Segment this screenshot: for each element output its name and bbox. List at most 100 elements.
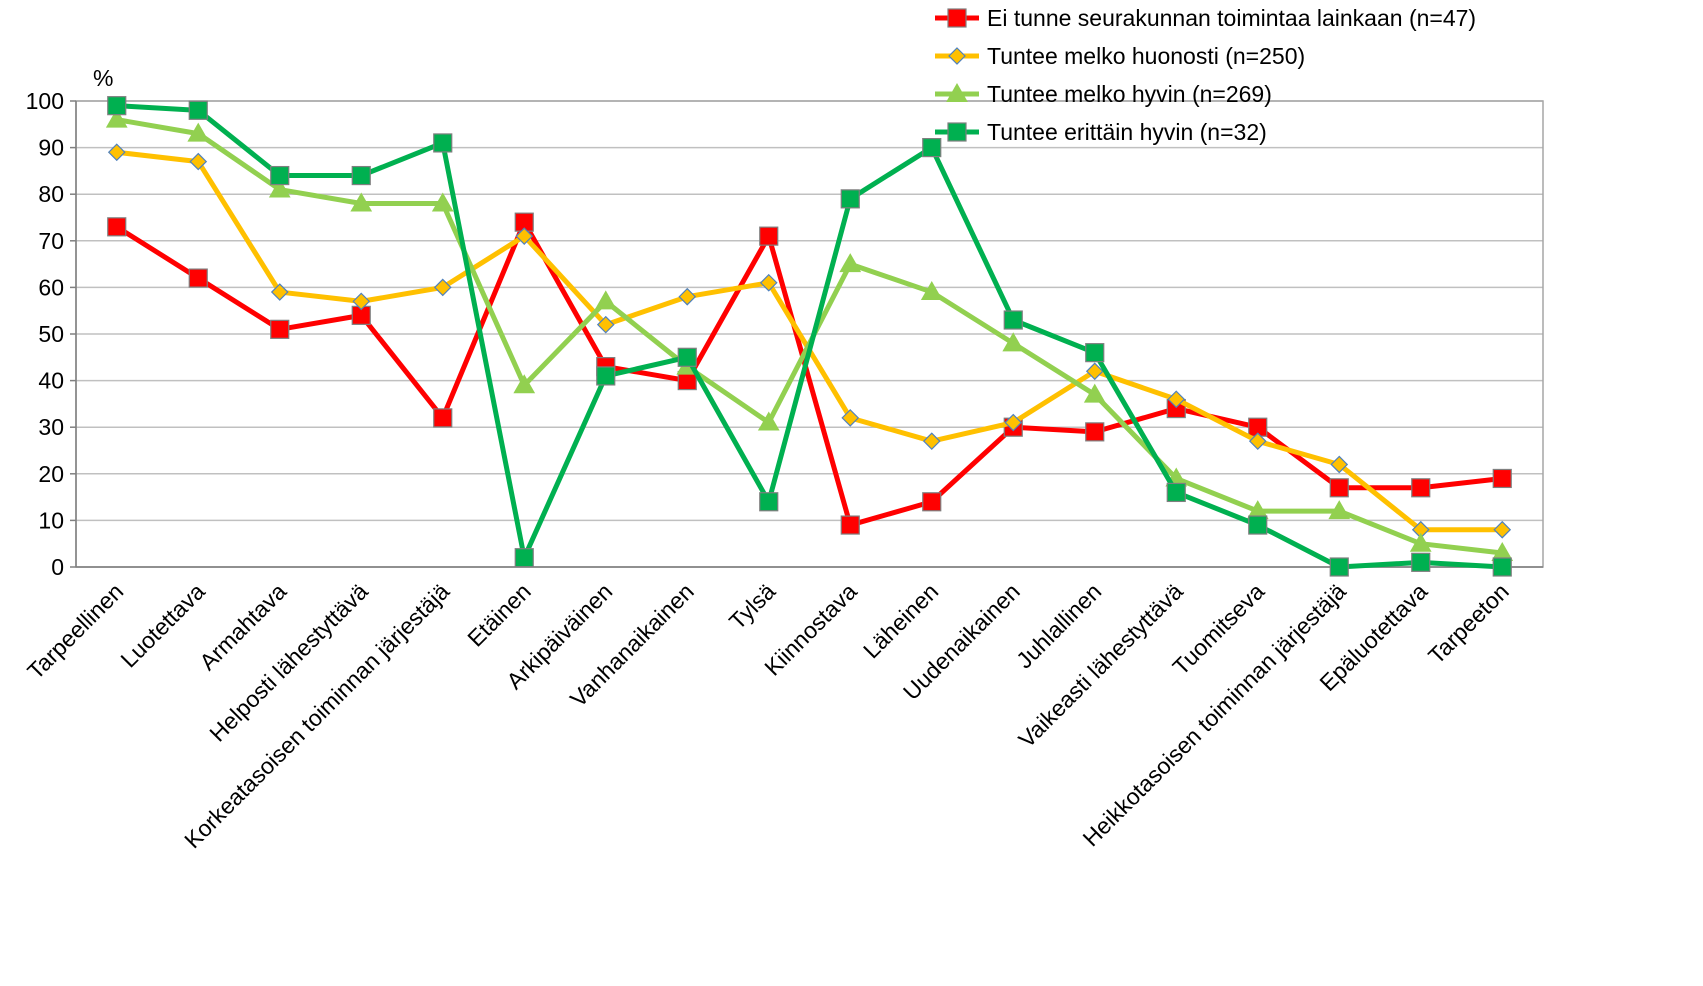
data-point-diamond [759,273,778,292]
x-tick-label: Vaikeasti lähestyttävä [1013,578,1188,753]
y-tick-label: 20 [38,461,64,487]
data-point-square [433,133,453,153]
data-point-square [1085,343,1105,363]
data-point-square [596,366,616,386]
data-point-square [351,165,371,186]
legend-label: Tuntee melko hyvin (n=269) [987,81,1272,107]
legend-entry: Tuntee melko hyvin (n=269) [935,81,1272,107]
series-line [115,219,1503,528]
series-line [116,117,1503,556]
data-point-square [840,515,860,535]
grid [75,100,1544,568]
data-point-diamond [270,283,289,301]
legend-entry: Ei tunne seurakunnan toimintaa lainkaan … [935,5,1476,31]
legend-label: Tuntee erittäin hyvin (n=32) [987,119,1267,145]
data-point-triangle [839,253,862,273]
data-point-diamond [1167,390,1186,409]
data-point-triangle [1083,383,1106,403]
data-point-diamond [515,227,534,245]
data-point-square [947,8,967,28]
data-point-diamond [1085,362,1104,381]
data-point-square [433,408,453,428]
data-point-square [947,122,967,142]
data-point-triangle [187,122,210,142]
data-point-diamond [1004,413,1023,432]
data-point-diamond [1493,520,1512,539]
data-point-diamond [352,292,371,311]
legend: Ei tunne seurakunnan toimintaa lainkaan … [935,5,1476,145]
data-point-square [107,217,127,237]
y-tick-label: 100 [26,88,64,114]
series-lines [105,96,1514,577]
data-point-square [1492,557,1512,577]
y-tick-label: 40 [38,368,64,394]
x-axis-ticks: TarpeellinenLuotettavaArmahtavaHelposti … [22,578,1514,853]
y-tick-label: 0 [51,554,64,580]
data-point-triangle [350,192,373,212]
data-point-diamond [678,287,697,306]
x-tick-label: Tarpeeton [1423,578,1514,669]
data-point-triangle [920,281,943,301]
data-point-square [107,96,127,116]
data-point-triangle [1328,500,1351,520]
series-4 [107,96,1512,577]
data-point-square [188,100,208,120]
data-point-triangle [946,82,968,102]
data-point-square [759,492,779,512]
data-point-diamond [433,278,452,297]
legend-label: Tuntee melko huonosti (n=250) [987,43,1305,69]
data-point-square [1085,422,1105,442]
x-tick-label: Helposti lähestyttävä [204,578,373,747]
y-tick-label: 60 [38,274,64,300]
data-point-square [759,226,779,246]
data-point-diamond [948,47,966,65]
data-point-diamond [189,152,208,171]
data-point-square [1166,482,1186,503]
data-point-square [922,138,942,158]
y-tick-label: 50 [38,321,64,347]
data-point-diamond [841,409,860,427]
series-1 [107,212,1512,535]
legend-label: Ei tunne seurakunnan toimintaa lainkaan … [987,5,1476,31]
data-point-triangle [105,108,128,128]
legend-entry: Tuntee melko huonosti (n=250) [935,43,1305,69]
data-point-square [1411,478,1431,498]
data-point-triangle [268,178,291,198]
y-tick-label: 70 [38,228,64,254]
y-tick-label: 80 [38,181,64,207]
data-point-square [514,548,534,568]
data-point-diamond [596,315,615,334]
data-point-diamond [1248,432,1267,451]
data-point-diamond [1330,455,1349,474]
data-point-square [270,165,290,186]
data-point-triangle [431,192,454,212]
data-point-square [1329,557,1349,577]
y-tick-label: 30 [38,414,64,440]
y-tick-label: 10 [38,507,64,533]
data-point-square [1329,478,1349,498]
data-point-triangle [1002,332,1025,352]
data-point-square [1248,515,1268,535]
legend-entry: Tuntee erittäin hyvin (n=32) [935,119,1267,145]
data-point-diamond [107,143,126,162]
y-tick-label: 90 [38,135,64,161]
data-point-triangle [594,290,617,310]
x-tick-label: Tarpeellinen [22,578,128,684]
x-tick-label: Läheinen [858,578,943,663]
data-point-square [922,492,942,512]
data-point-square [270,319,290,339]
y-axis-ticks: 0 10 20 30 40 50 60 70 80 90 100 [26,88,76,580]
data-point-square [1003,310,1023,330]
data-point-square [840,189,860,209]
x-tick-label: Etäinen [462,578,536,652]
data-point-square [188,268,208,288]
data-point-triangle [1409,532,1432,552]
x-tick-label: Tylsä [724,578,780,634]
data-point-square [1492,468,1512,489]
data-point-square [677,347,697,367]
data-point-diamond [922,432,941,451]
data-point-square [1411,552,1431,572]
data-point-triangle [757,411,780,431]
data-point-triangle [513,374,536,394]
